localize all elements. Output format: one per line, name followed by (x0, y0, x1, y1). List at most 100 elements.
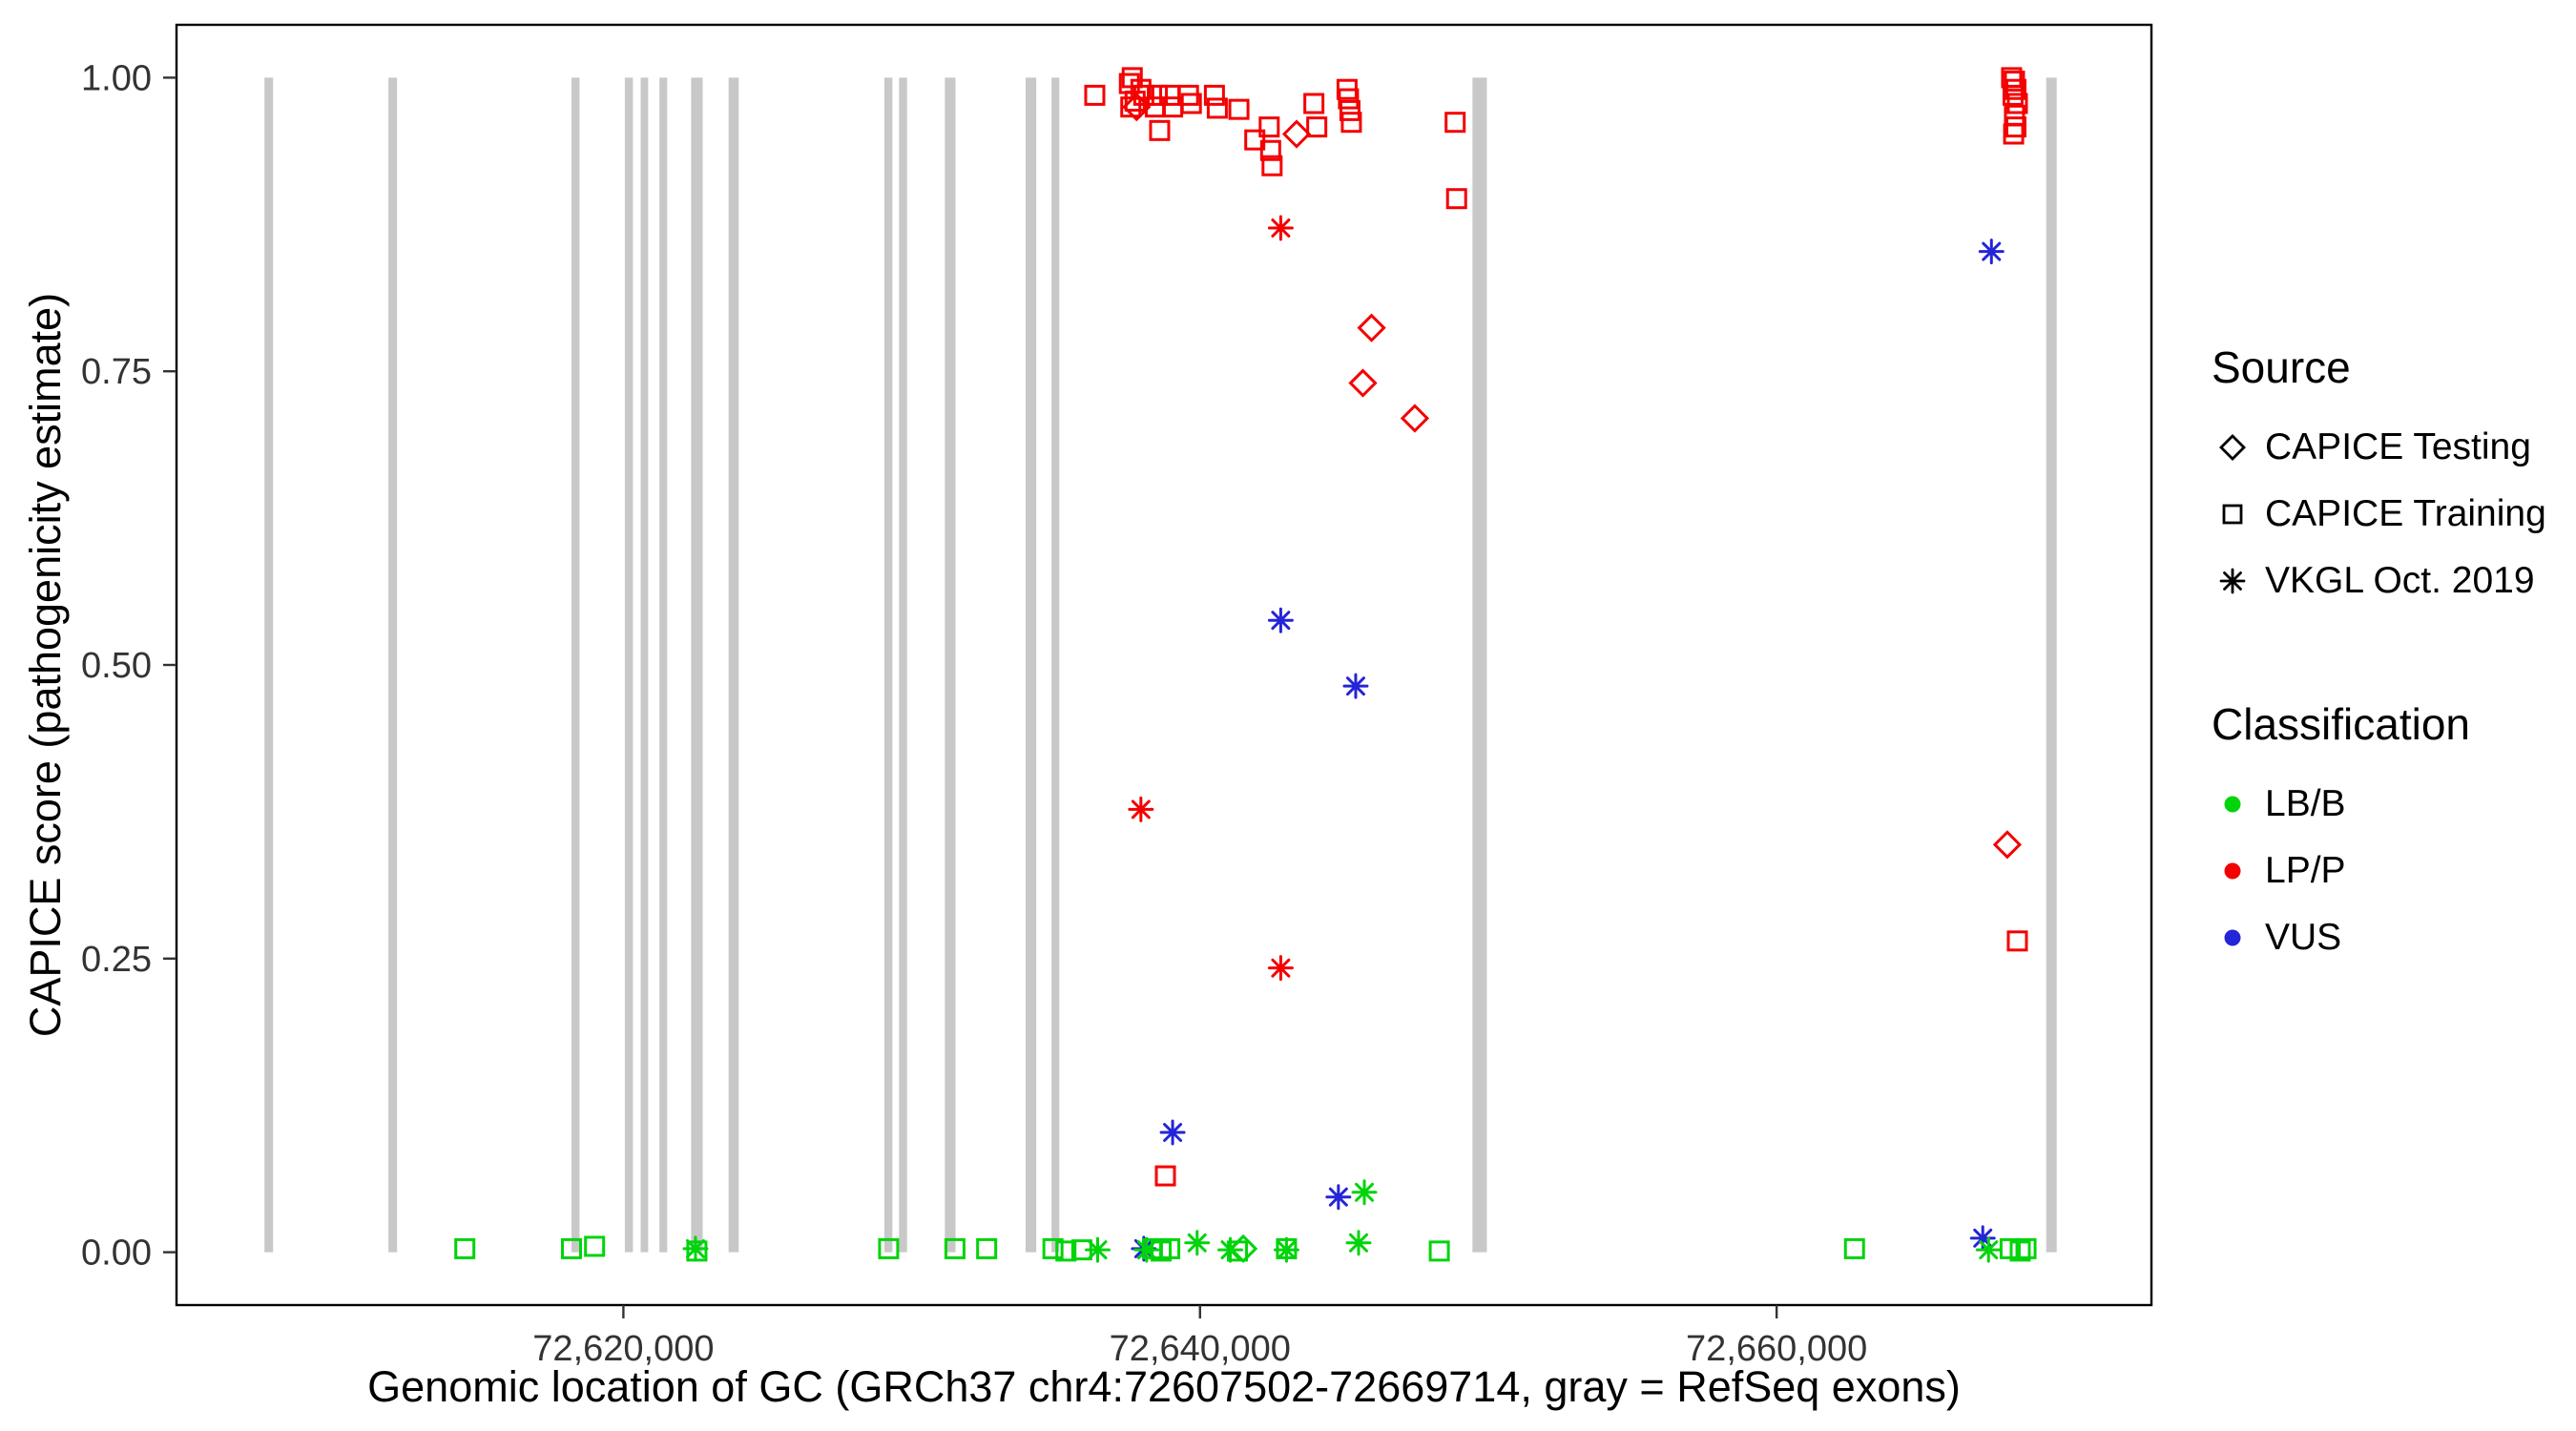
y-axis-title: CAPICE score (pathogenicity estimate) (21, 292, 70, 1038)
data-point (2003, 123, 2025, 145)
panel-border (175, 23, 2153, 1307)
red-dot-icon (2212, 850, 2254, 892)
data-point (1085, 1236, 1111, 1263)
data-point (1338, 88, 1360, 110)
data-point (1428, 1240, 1450, 1262)
data-point (1303, 93, 1325, 114)
data-point (1180, 93, 1202, 114)
data-point (1345, 1230, 1372, 1256)
legend-item-label: LP/P (2265, 850, 2346, 891)
classification-dot (2224, 929, 2241, 946)
data-point (1340, 112, 1362, 134)
classification-dot (2224, 796, 2241, 813)
data-point (1357, 313, 1386, 342)
legend-item-label: LB/B (2265, 783, 2346, 824)
exon-bar (728, 77, 739, 1253)
legend-source-title: Source (2212, 342, 2351, 392)
data-point (1122, 93, 1152, 122)
y-tick-label: 0.50 (81, 646, 152, 686)
data-point (1228, 1234, 1258, 1264)
data-point (1445, 188, 1467, 210)
data-point (1261, 155, 1283, 176)
data-point (1228, 98, 1250, 120)
data-point (1147, 84, 1169, 106)
legend-item-lbb: LB/B (2212, 771, 2546, 838)
blue-dot-icon (2212, 917, 2254, 959)
data-point (1154, 1165, 1176, 1187)
square-icon (2212, 493, 2254, 535)
legend-item-label: VKGL Oct. 2019 (2265, 560, 2535, 601)
y-tick-label: 0.00 (81, 1234, 152, 1274)
legend-item-lpp: LP/P (2212, 838, 2546, 904)
data-point (1281, 119, 1312, 149)
legend-source-group: Source CAPICE Testing CAPICE Training (2212, 342, 2546, 614)
data-point (1339, 99, 1361, 121)
legend-classification-group: Classification LB/B LP/P (2212, 698, 2546, 971)
data-point (1444, 112, 1466, 134)
data-point (1342, 673, 1369, 699)
data-point (1128, 796, 1154, 822)
data-point (1978, 238, 2005, 265)
classification-dot (2224, 862, 2241, 880)
data-point (2015, 1237, 2037, 1259)
exon-bar (659, 77, 668, 1253)
exon-bar (640, 77, 649, 1253)
data-point (1159, 1237, 1181, 1259)
y-tick-label: 1.00 (81, 58, 152, 98)
diamond-icon (2212, 426, 2254, 468)
exon-bar (1472, 77, 1487, 1253)
legend-item-label: CAPICE Testing (2265, 426, 2531, 467)
legend-classification-title: Classification (2212, 699, 2470, 749)
data-point (454, 1237, 476, 1259)
data-point (2009, 1240, 2031, 1262)
x-tick-label: 72,620,000 (532, 1329, 714, 1369)
y-tick-label: 0.75 (81, 352, 152, 392)
legend-item-vkgl: VKGL Oct. 2019 (2212, 548, 2546, 614)
exon-bar (945, 77, 956, 1253)
data-point (1055, 1240, 1077, 1262)
exon-bar (1051, 77, 1060, 1253)
data-point (1975, 1236, 2002, 1263)
data-point (2006, 93, 2028, 114)
exon-bar (2046, 77, 2057, 1253)
data-point (1259, 139, 1281, 161)
data-point (976, 1237, 998, 1259)
asterisk-icon (2212, 560, 2254, 602)
data-point (686, 1240, 708, 1262)
exon-bar (388, 77, 398, 1253)
exon-bar (624, 77, 634, 1253)
legend-item-label: CAPICE Training (2265, 493, 2546, 534)
data-point (1351, 1179, 1378, 1206)
y-tick-label: 0.25 (81, 940, 152, 980)
data-point (1267, 215, 1294, 241)
data-point (1258, 116, 1280, 138)
data-point (1244, 129, 1266, 151)
data-point (1206, 97, 1228, 119)
exon-bar (691, 77, 703, 1253)
data-point (2005, 116, 2026, 138)
data-point (1843, 1237, 1865, 1259)
data-point (1306, 116, 1328, 138)
data-point (1267, 607, 1294, 633)
legend-item-capice-testing: CAPICE Testing (2212, 414, 2546, 481)
data-point (1149, 119, 1171, 141)
legend: Source CAPICE Testing CAPICE Training (2212, 342, 2546, 1055)
data-point (1400, 404, 1430, 433)
data-point (2006, 930, 2028, 952)
legend-item-capice-training: CAPICE Training (2212, 481, 2546, 548)
legend-item-label: VUS (2265, 917, 2342, 958)
exon-bar (264, 77, 274, 1253)
data-point (1084, 84, 1106, 106)
data-point (682, 1235, 709, 1262)
exon-bar (899, 77, 907, 1253)
data-point (1969, 1225, 1996, 1252)
data-point (944, 1237, 966, 1259)
data-point (1325, 1184, 1352, 1211)
data-point (1042, 1237, 1064, 1259)
data-point (1133, 1236, 1160, 1263)
data-point (2005, 78, 2026, 100)
data-point (1992, 830, 2023, 860)
x-tick-label: 72,660,000 (1686, 1329, 1867, 1369)
data-point (1070, 1239, 1092, 1261)
